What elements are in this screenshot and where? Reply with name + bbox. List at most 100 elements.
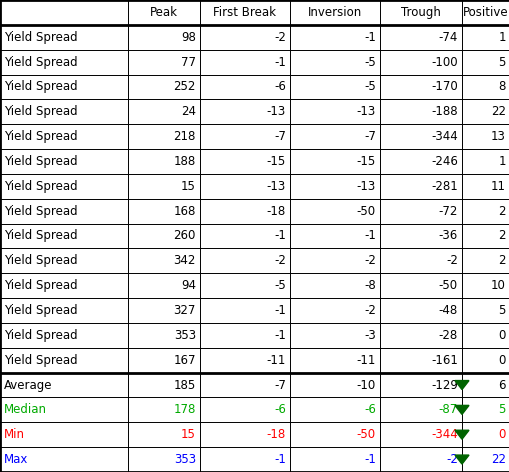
Bar: [379, 372, 461, 397]
Text: Positive: Positive: [462, 6, 508, 19]
Bar: [128, 50, 200, 75]
Polygon shape: [454, 430, 468, 439]
Text: 218: 218: [173, 130, 195, 143]
Text: -50: -50: [356, 205, 375, 218]
Bar: [128, 372, 200, 397]
Text: -15: -15: [266, 155, 286, 168]
Bar: [200, 298, 290, 323]
Bar: [200, 199, 290, 224]
Bar: [128, 323, 200, 348]
Bar: [461, 273, 509, 298]
Bar: [290, 50, 379, 75]
Bar: [128, 273, 200, 298]
Bar: [200, 323, 290, 348]
Text: 2: 2: [497, 254, 505, 267]
Text: -161: -161: [430, 354, 457, 367]
Text: -344: -344: [431, 428, 457, 441]
Text: 77: 77: [181, 56, 195, 68]
Bar: [128, 100, 200, 124]
Bar: [379, 224, 461, 248]
Bar: [128, 224, 200, 248]
Text: 94: 94: [181, 279, 195, 292]
Text: -2: -2: [363, 304, 375, 317]
Bar: [0, 199, 128, 224]
Polygon shape: [454, 405, 468, 414]
Text: 252: 252: [173, 80, 195, 93]
Polygon shape: [454, 455, 468, 464]
Bar: [0, 100, 128, 124]
Text: 5: 5: [498, 404, 505, 416]
Bar: [461, 149, 509, 174]
Text: -7: -7: [363, 130, 375, 143]
Bar: [128, 348, 200, 372]
Text: -28: -28: [438, 329, 457, 342]
Bar: [0, 25, 128, 50]
Text: Yield Spread: Yield Spread: [4, 254, 77, 267]
Text: -1: -1: [363, 31, 375, 44]
Bar: [461, 224, 509, 248]
Bar: [461, 323, 509, 348]
Bar: [290, 149, 379, 174]
Text: Yield Spread: Yield Spread: [4, 279, 77, 292]
Bar: [0, 323, 128, 348]
Bar: [290, 422, 379, 447]
Bar: [200, 248, 290, 273]
Text: 11: 11: [490, 180, 505, 193]
Bar: [290, 124, 379, 149]
Text: -2: -2: [363, 254, 375, 267]
Bar: [379, 174, 461, 199]
Bar: [0, 124, 128, 149]
Bar: [379, 323, 461, 348]
Bar: [0, 298, 128, 323]
Text: -6: -6: [274, 80, 286, 93]
Bar: [290, 75, 379, 100]
Bar: [461, 199, 509, 224]
Text: -3: -3: [363, 329, 375, 342]
Text: 6: 6: [497, 379, 505, 392]
Text: -18: -18: [266, 428, 286, 441]
Bar: [0, 50, 128, 75]
Bar: [290, 100, 379, 124]
Text: -5: -5: [274, 279, 286, 292]
Bar: [0, 372, 128, 397]
Bar: [200, 447, 290, 472]
Text: 0: 0: [498, 428, 505, 441]
Text: -1: -1: [274, 56, 286, 68]
Text: 8: 8: [498, 80, 505, 93]
Bar: [461, 50, 509, 75]
Bar: [0, 397, 128, 422]
Bar: [290, 248, 379, 273]
Text: -1: -1: [274, 453, 286, 466]
Text: -50: -50: [356, 428, 375, 441]
Text: 353: 353: [174, 453, 195, 466]
Text: -2: -2: [445, 453, 457, 466]
Text: Yield Spread: Yield Spread: [4, 105, 77, 118]
Text: 10: 10: [490, 279, 505, 292]
Text: 0: 0: [498, 354, 505, 367]
Text: 185: 185: [174, 379, 195, 392]
Text: -87: -87: [438, 404, 457, 416]
Bar: [0, 273, 128, 298]
Text: 260: 260: [173, 229, 195, 243]
Text: Yield Spread: Yield Spread: [4, 205, 77, 218]
Bar: [200, 75, 290, 100]
Bar: [128, 422, 200, 447]
Bar: [128, 0, 200, 25]
Bar: [0, 224, 128, 248]
Bar: [461, 75, 509, 100]
Text: Yield Spread: Yield Spread: [4, 56, 77, 68]
Text: Yield Spread: Yield Spread: [4, 229, 77, 243]
Bar: [461, 0, 509, 25]
Bar: [290, 348, 379, 372]
Text: 0: 0: [498, 329, 505, 342]
Text: -1: -1: [363, 229, 375, 243]
Text: -13: -13: [356, 105, 375, 118]
Bar: [200, 124, 290, 149]
Text: 1: 1: [497, 155, 505, 168]
Bar: [0, 348, 128, 372]
Bar: [200, 422, 290, 447]
Bar: [0, 174, 128, 199]
Bar: [290, 273, 379, 298]
Bar: [290, 372, 379, 397]
Bar: [379, 422, 461, 447]
